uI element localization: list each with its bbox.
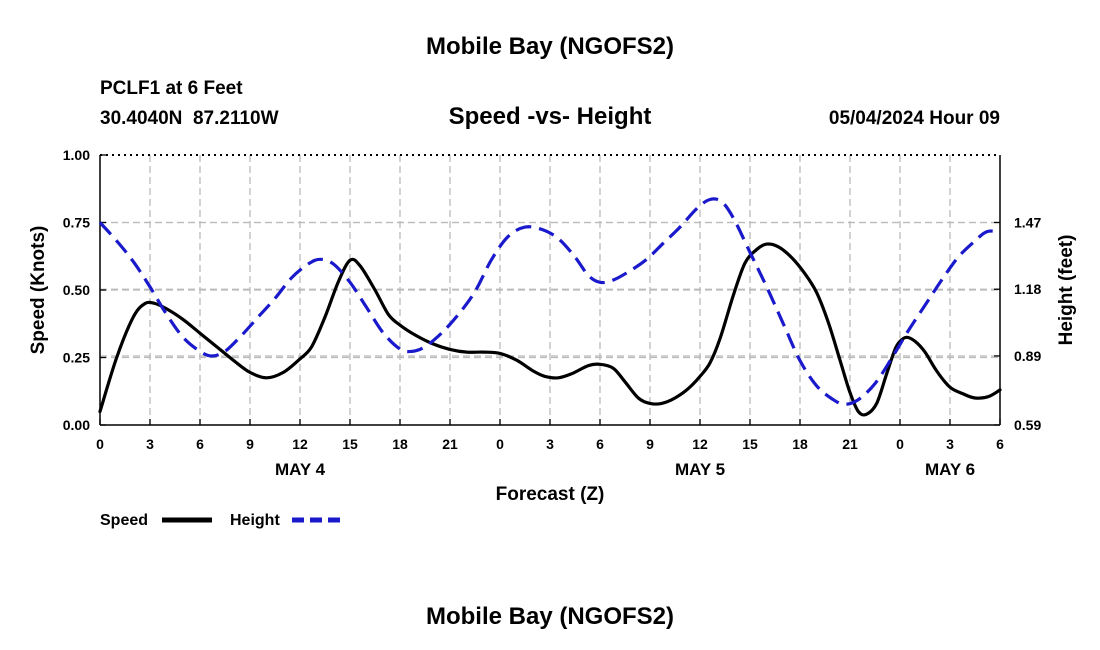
x-tick-label: 9	[246, 436, 254, 452]
x-axis-label: Forecast (Z)	[496, 484, 605, 505]
x-tick-label: 3	[146, 436, 154, 452]
x-tick-label: 15	[342, 436, 358, 452]
x-tick-label: 6	[196, 436, 204, 452]
x-tick-label: 6	[596, 436, 604, 452]
x-tick-label: 9	[646, 436, 654, 452]
x-tick-label: 3	[946, 436, 954, 452]
y-left-tick-label: 0.25	[63, 350, 90, 366]
y-right-tick-label: 0.59	[1014, 417, 1041, 433]
y-axis-left-label: Speed (Knots)	[28, 226, 49, 355]
x-tick-label: 12	[292, 436, 308, 452]
coords-label: 30.4040N 87.2110W	[100, 108, 279, 129]
x-date-label: MAY 4	[275, 460, 326, 479]
series-height-line	[98, 197, 1001, 406]
y-left-tick-label: 0.75	[63, 215, 90, 231]
x-tick-label: 21	[442, 436, 458, 452]
x-tick-label: 15	[742, 436, 758, 452]
y-left-tick-label: 0.00	[63, 417, 90, 433]
legend-speed-label: Speed	[100, 512, 148, 529]
x-tick-label: 18	[792, 436, 808, 452]
y-right-tick-label: 1.18	[1014, 281, 1041, 297]
legend: Speed Height	[100, 512, 342, 529]
tick-labels: 0 3 6 9 12 15 18 21 0 3 6 9 12 15 18 21 0 3 6 MAY 4 MAY 5 MAY…	[63, 147, 1042, 479]
chart-title: Mobile Bay (NGOFS2)	[426, 33, 674, 60]
series-lines	[98, 197, 1002, 417]
x-date-label: MAY 6	[925, 460, 975, 479]
y-left-tick-label: 0.50	[63, 282, 90, 298]
x-tick-label: 6	[996, 436, 1004, 452]
y-left-tick-label: 1.00	[63, 147, 90, 163]
x-tick-label: 12	[692, 436, 708, 452]
chart-subtitle: Speed -vs- Height	[449, 103, 652, 130]
axes	[99, 154, 1001, 426]
grid-lines	[100, 155, 1000, 425]
x-tick-label: 21	[842, 436, 858, 452]
station-label: PCLF1 at 6 Feet	[100, 78, 243, 99]
y-axis-right-label: Height (feet)	[1056, 235, 1077, 346]
x-tick-label: 0	[96, 436, 104, 452]
series-speed-line	[98, 242, 1002, 417]
x-date-label: MAY 5	[675, 460, 725, 479]
x-tick-label: 0	[896, 436, 904, 452]
legend-height-label: Height	[230, 512, 280, 529]
x-tick-label: 3	[546, 436, 554, 452]
x-tick-label: 18	[392, 436, 408, 452]
x-tick-label: 0	[496, 436, 504, 452]
y-right-tick-label: 1.47	[1014, 215, 1041, 231]
y-right-tick-label: 0.89	[1014, 348, 1041, 364]
date-label: 05/04/2024 Hour 09	[829, 108, 1000, 129]
footer-title: Mobile Bay (NGOFS2)	[426, 603, 674, 630]
